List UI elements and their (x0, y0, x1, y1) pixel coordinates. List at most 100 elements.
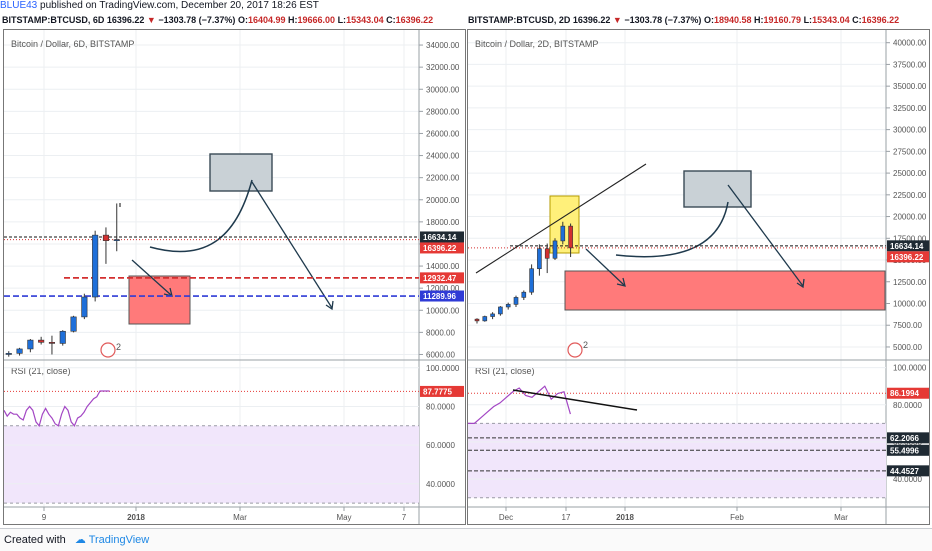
price-label-dark: 16634.14 (887, 240, 931, 252)
arrow-down-1[interactable] (585, 248, 625, 286)
candle-body (5, 353, 12, 355)
x-tick-label: Dec (499, 513, 513, 522)
candle-body (102, 234, 109, 241)
open-label: O: (703, 15, 714, 25)
arrow-down-2[interactable] (251, 181, 333, 309)
candle[interactable] (521, 290, 527, 301)
candle[interactable] (102, 227, 109, 264)
price-label-red: 16396.22 (420, 242, 464, 254)
y-tick-label: 17500.00 (893, 234, 927, 243)
price-labels: 16634.14 16396.22 (887, 240, 931, 263)
y-tick-label: 30000.00 (893, 126, 927, 135)
y-tick-label: 8000.00 (426, 328, 455, 337)
candle[interactable] (552, 238, 558, 261)
projection-curve[interactable] (149, 179, 253, 253)
trend-line[interactable] (475, 163, 647, 274)
username-link[interactable]: BLUE43 (0, 0, 38, 11)
chart-left-svg[interactable]: Bitcoin / Dollar, 6D, BITSTAMP 34000.003… (3, 30, 465, 524)
price-axis[interactable]: 34000.00 32000.00 30000.00 28000.00 26000.00… (419, 41, 460, 359)
candle[interactable] (498, 306, 503, 316)
price-label-text: 16634.14 (423, 233, 457, 242)
target-zone-red[interactable] (564, 270, 886, 311)
candle[interactable] (560, 221, 566, 245)
rsi-line[interactable] (3, 390, 110, 428)
price-axis[interactable]: 40000.00 37500.00 35000.00 32500.00 30000.00… (886, 39, 927, 352)
rsi-level-bg (887, 432, 931, 444)
price-label-text: 12932.47 (423, 274, 457, 283)
annotation-marker[interactable]: 2 (567, 340, 588, 358)
candle-body (568, 225, 573, 249)
candle[interactable] (81, 293, 88, 320)
candle[interactable] (92, 230, 99, 302)
footer-brand-link[interactable]: TradingView (88, 534, 150, 546)
rsi-line[interactable] (468, 385, 571, 424)
candle-body (529, 268, 534, 293)
annotation-marker[interactable]: 2 (100, 342, 121, 358)
target-zone-red[interactable] (128, 275, 191, 325)
candle[interactable] (70, 315, 77, 333)
y-tick-label: 20000.00 (426, 196, 460, 205)
candle[interactable] (5, 351, 12, 357)
high-value: 19160.79 (763, 15, 802, 25)
price-label-bg (420, 272, 464, 284)
rsi-level-bg (887, 444, 931, 456)
price-label-bg (420, 242, 464, 254)
candle[interactable] (544, 243, 550, 274)
open-value: 18940.58 (713, 15, 752, 25)
rsi-y-tick-label: 40.0000 (426, 480, 455, 489)
candle[interactable] (529, 264, 534, 295)
candle[interactable] (568, 223, 573, 258)
candles[interactable] (474, 221, 573, 324)
arrow-down-1[interactable] (131, 259, 172, 296)
candle[interactable] (59, 330, 66, 346)
candle[interactable] (537, 244, 542, 276)
grid (4, 30, 419, 507)
candle-body (113, 239, 120, 241)
symbol-name: BITSTAMP:BTCUSD, 2D (468, 15, 571, 25)
rsi-current-label: 86.1994 (887, 387, 931, 399)
rsi-level-label: 55.4996 (887, 444, 931, 456)
horizontal-levels[interactable] (468, 245, 886, 249)
candle[interactable] (490, 312, 495, 320)
candle-body (482, 316, 488, 322)
candle[interactable] (505, 302, 511, 310)
low-value: 15343.04 (812, 15, 850, 25)
y-tick-label: 34000.00 (426, 41, 460, 50)
chart-panel-right[interactable]: Bitcoin / Dollar, 2D, BITSTAMP 40000.00 3… (467, 29, 931, 525)
horizontal-levels[interactable] (4, 236, 419, 297)
symbol-change: −1303.78 (−7.37%) (624, 15, 702, 25)
candle[interactable] (16, 347, 23, 356)
rsi-pane[interactable]: 100.000080.000060.000040.000062.206655.4… (468, 364, 931, 499)
symbol-price: 16396.22 (106, 15, 145, 25)
candle[interactable] (48, 335, 56, 355)
y-tick-label: 24000.00 (426, 152, 460, 161)
arrow-down-2[interactable] (727, 184, 804, 287)
candle-body (81, 296, 88, 318)
arrow-head-2 (325, 300, 334, 311)
high-value: 19666.00 (297, 15, 336, 25)
time-axis[interactable]: 9 2018 Mar May 7 (42, 507, 407, 522)
price-label-red: 12932.47 (420, 272, 464, 284)
resistance-zone-gray[interactable] (209, 153, 273, 192)
time-axis[interactable]: Dec 17 2018 Feb Mar (499, 507, 848, 522)
rsi-divergence-line[interactable] (512, 389, 638, 411)
candle[interactable] (482, 315, 488, 322)
price-label-blue: 11289.96 (420, 290, 464, 302)
chart-panel-left[interactable]: Bitcoin / Dollar, 6D, BITSTAMP 34000.00 3… (3, 29, 466, 525)
low-label: L: (803, 15, 813, 25)
rsi-y-tick-label: 100.0000 (426, 364, 460, 373)
y-tick-label: 12000.00 (426, 284, 460, 293)
candle[interactable] (27, 339, 34, 353)
projection-curve[interactable] (615, 201, 729, 258)
y-tick-label: 28000.00 (426, 107, 460, 116)
candles[interactable] (5, 203, 120, 357)
chart-right-svg[interactable]: Bitcoin / Dollar, 2D, BITSTAMP 40000.00 3… (468, 30, 931, 524)
candle[interactable] (474, 318, 480, 324)
rsi-pane[interactable]: 100.0000 80.0000 60.0000 40.0000 87.7775 (3, 364, 464, 504)
candle[interactable] (113, 203, 120, 252)
candle-body (474, 318, 480, 322)
candle[interactable] (513, 295, 519, 307)
chart-title: Bitcoin / Dollar, 6D, BITSTAMP (11, 39, 134, 49)
candle[interactable] (38, 336, 45, 345)
candle-body (16, 348, 23, 354)
